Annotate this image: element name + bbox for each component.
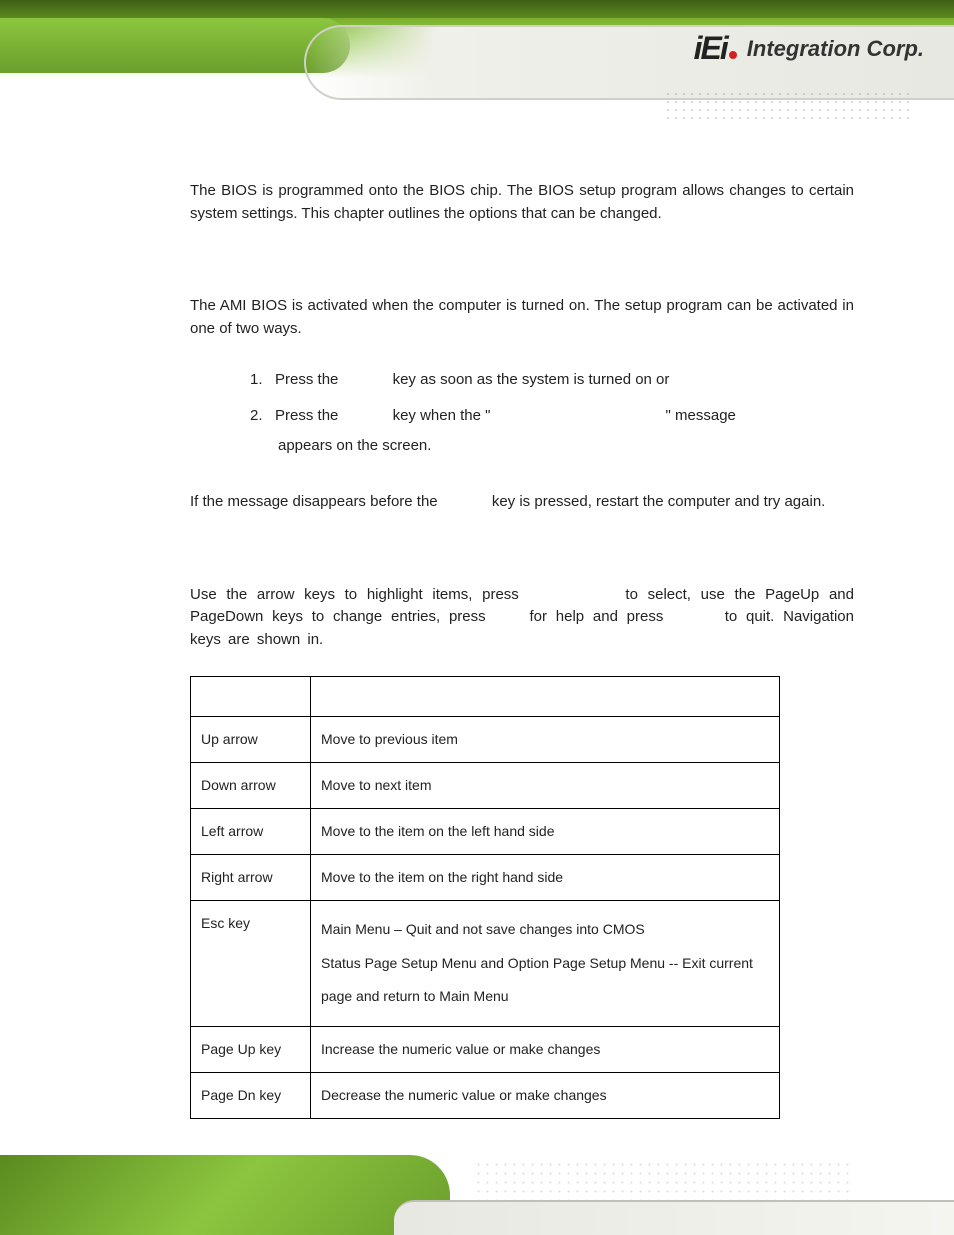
table-header-function <box>311 677 780 717</box>
function-cell: Decrease the numeric value or make chang… <box>311 1072 780 1118</box>
step2-text-a: Press the <box>275 407 338 424</box>
step2-prefix: 2. <box>250 407 263 424</box>
table-row: Up arrow Move to previous item <box>191 717 780 763</box>
table-row: Page Up key Increase the numeric value o… <box>191 1026 780 1072</box>
key-cell: Page Up key <box>191 1026 311 1072</box>
key-cell: Page Dn key <box>191 1072 311 1118</box>
key-cell: Left arrow <box>191 809 311 855</box>
step-2: 2. Press the key when the " " message ap… <box>250 401 854 461</box>
header-green-bar <box>0 18 350 73</box>
step1-prefix: 1. <box>250 371 263 388</box>
intro-paragraph: The BIOS is programmed onto the BIOS chi… <box>190 180 854 225</box>
key-cell: Right arrow <box>191 855 311 901</box>
function-cell: Move to previous item <box>311 717 780 763</box>
steps-list: 1. Press the key as soon as the system i… <box>190 365 854 461</box>
table-row: Down arrow Move to next item <box>191 763 780 809</box>
step2-text-c: " message <box>666 407 736 424</box>
brand-logo: iEi Integration Corp. <box>694 30 924 67</box>
function-cell: Move to the item on the left hand side <box>311 809 780 855</box>
nav-c: for help and press <box>529 608 663 625</box>
function-cell: Move to the item on the right hand side <box>311 855 780 901</box>
nav-a: Use the arrow keys to highlight items, p… <box>190 586 519 603</box>
footer-banner <box>0 1135 954 1235</box>
restart-a: If the message disappears before the <box>190 493 438 510</box>
table-row: Esc key Main Menu – Quit and not save ch… <box>191 901 780 1027</box>
table-header-key <box>191 677 311 717</box>
footer-green-block <box>0 1155 450 1235</box>
function-cell: Increase the numeric value or make chang… <box>311 1026 780 1072</box>
footer-dots-decoration <box>474 1160 854 1200</box>
table-row: Page Dn key Decrease the numeric value o… <box>191 1072 780 1118</box>
table-row: Right arrow Move to the item on the righ… <box>191 855 780 901</box>
key-cell: Down arrow <box>191 763 311 809</box>
navigation-keys-table: Up arrow Move to previous item Down arro… <box>190 676 780 1119</box>
footer-swoosh <box>394 1200 954 1235</box>
function-cell: Main Menu – Quit and not save changes in… <box>311 901 780 1027</box>
header-banner: iEi Integration Corp. <box>0 0 954 130</box>
restart-b: key is pressed, restart the computer and… <box>492 493 826 510</box>
key-cell: Up arrow <box>191 717 311 763</box>
table-row: Left arrow Move to the item on the left … <box>191 809 780 855</box>
step1-text-a: Press the <box>275 371 338 388</box>
document-content: The BIOS is programmed onto the BIOS chi… <box>0 130 954 1139</box>
step2-text-d: appears on the screen. <box>250 431 854 461</box>
step2-text-b: key when the " <box>393 407 491 424</box>
step-1: 1. Press the key as soon as the system i… <box>250 365 854 395</box>
table-header-row <box>191 677 780 717</box>
logo-brand-text: iEi <box>694 30 739 67</box>
logo-dot-icon <box>729 51 737 59</box>
header-dots-decoration <box>664 90 914 120</box>
logo-company-text: Integration Corp. <box>747 36 924 62</box>
restart-paragraph: If the message disappears before the key… <box>190 491 854 514</box>
step1-text-b: key as soon as the system is turned on o… <box>393 371 670 388</box>
activation-paragraph: The AMI BIOS is activated when the compu… <box>190 295 854 340</box>
header-strip <box>0 0 954 18</box>
navigation-paragraph: Use the arrow keys to highlight items, p… <box>190 584 854 652</box>
key-cell: Esc key <box>191 901 311 1027</box>
function-cell: Move to next item <box>311 763 780 809</box>
